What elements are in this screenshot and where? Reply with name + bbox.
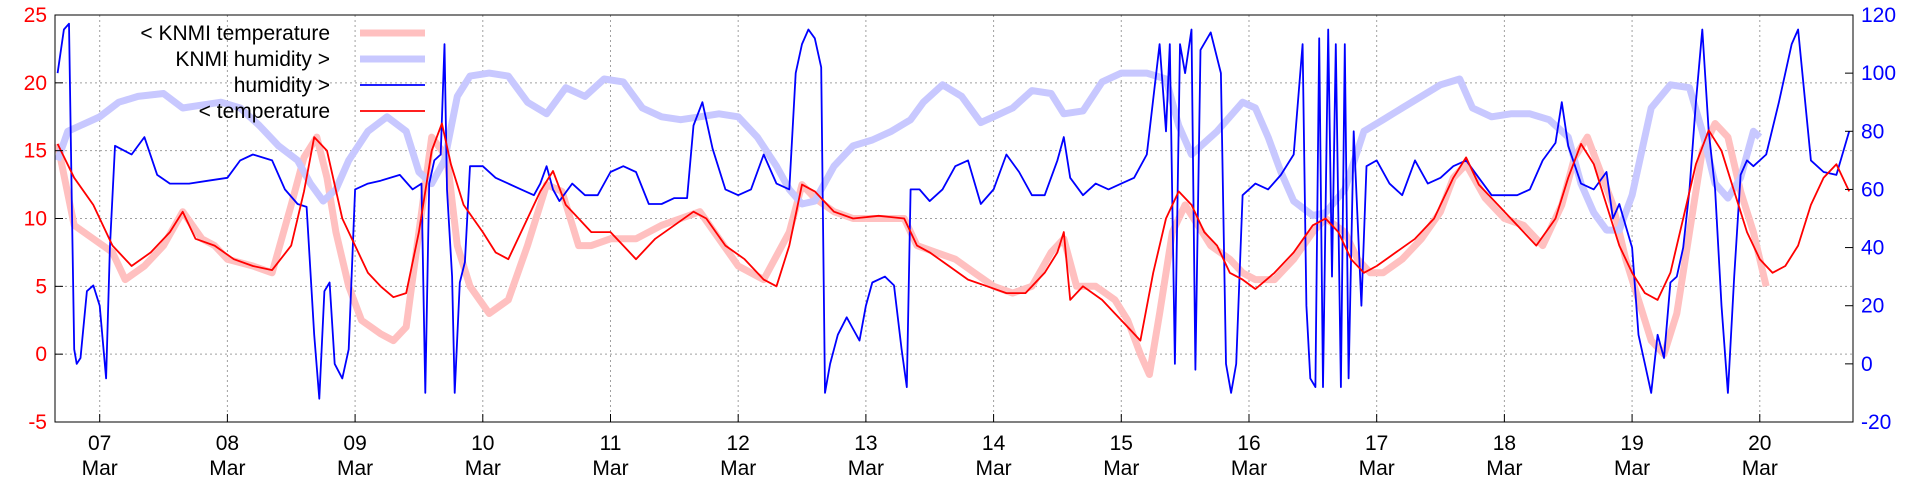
left-tick-label: -5	[28, 411, 47, 434]
right-tick-label: 0	[1861, 353, 1873, 376]
left-tick-label: 15	[24, 140, 47, 163]
x-tick-month-label: Mar	[1231, 457, 1267, 480]
left-tick-label: 10	[24, 208, 47, 231]
x-tick-month-label: Mar	[465, 457, 501, 480]
x-tick-month-label: Mar	[209, 457, 245, 480]
x-tick-day-label: 20	[1748, 432, 1771, 455]
x-tick-month-label: Mar	[1486, 457, 1522, 480]
x-tick-day-label: 13	[854, 432, 877, 455]
x-tick-month-label: Mar	[720, 457, 756, 480]
x-tick-month-label: Mar	[976, 457, 1012, 480]
left-tick-label: 0	[35, 343, 47, 366]
series-line	[54, 120, 1770, 378]
series-line	[56, 22, 1851, 400]
x-tick-day-label: 14	[982, 432, 1006, 455]
right-axis: -20 0 20 40 60 80 100 120	[1845, 4, 1896, 434]
x-tick-month-label: Mar	[82, 457, 118, 480]
x-tick-day-label: 15	[1110, 432, 1133, 455]
x-tick-day-label: 19	[1620, 432, 1643, 455]
right-tick-label: 80	[1861, 120, 1884, 143]
right-tick-label: 20	[1861, 295, 1884, 318]
x-tick-day-label: 10	[471, 432, 494, 455]
left-tick-label: 25	[24, 4, 47, 27]
right-tick-label: -20	[1861, 411, 1891, 434]
x-tick-day-label: 18	[1493, 432, 1516, 455]
right-tick-label: 60	[1861, 178, 1884, 201]
x-tick-day-label: 08	[216, 432, 239, 455]
x-tick-month-label: Mar	[1614, 457, 1650, 480]
legend: < KNMI temperature KNMI humidity > humidit…	[140, 22, 425, 123]
x-tick-day-label: 09	[343, 432, 366, 455]
series-line	[54, 69, 1763, 234]
x-tick-day-label: 07	[88, 432, 111, 455]
left-axis: -5 0 5 10 15 20 25	[24, 4, 63, 434]
x-tick-month-label: Mar	[1742, 457, 1778, 480]
legend-label: KNMI humidity >	[175, 48, 330, 71]
series-group	[54, 22, 1851, 400]
x-tick-day-label: 12	[727, 432, 750, 455]
left-tick-label: 5	[35, 275, 47, 298]
x-tick-month-label: Mar	[1103, 457, 1139, 480]
x-tick-month-label: Mar	[337, 457, 373, 480]
x-axis: 07Mar08Mar09Mar10Mar11Mar12Mar13Mar14Mar…	[82, 414, 1778, 480]
legend-label: < KNMI temperature	[140, 22, 330, 45]
x-tick-day-label: 17	[1365, 432, 1388, 455]
x-tick-day-label: 11	[600, 432, 622, 455]
right-tick-label: 40	[1861, 237, 1884, 260]
legend-label: humidity >	[234, 74, 330, 97]
left-tick-label: 20	[24, 72, 47, 95]
series-line	[56, 122, 1851, 342]
right-tick-label: 100	[1861, 62, 1896, 85]
x-tick-day-label: 16	[1237, 432, 1260, 455]
legend-label: < temperature	[199, 100, 330, 123]
right-tick-label: 120	[1861, 4, 1896, 27]
x-tick-month-label: Mar	[592, 457, 628, 480]
x-tick-month-label: Mar	[848, 457, 884, 480]
x-tick-month-label: Mar	[1359, 457, 1395, 480]
